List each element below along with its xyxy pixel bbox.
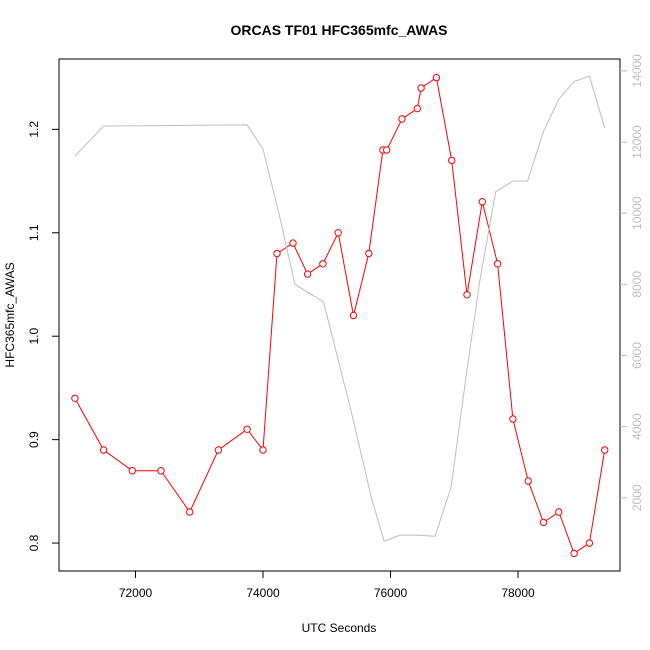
- x-tick-label: 72000: [119, 586, 153, 600]
- data-point: [383, 146, 391, 154]
- axes: 72000 74000 76000 78000 0.8 0.9 1.0 1.1 1.2 2000 4…: [27, 54, 644, 600]
- series-line-secondary: [74, 75, 606, 542]
- data-point: [585, 539, 594, 547]
- y2-tick-label: 12000: [630, 125, 644, 159]
- y2-tick-label: 2000: [630, 484, 644, 511]
- y2-tick-label: 10000: [630, 196, 644, 230]
- data-point: [99, 446, 108, 454]
- data-point: [524, 477, 532, 485]
- data-point: [539, 518, 548, 527]
- x-tick-label: 76000: [374, 586, 408, 600]
- y-tick-label: 1.2: [27, 121, 41, 138]
- data-point: [186, 508, 194, 516]
- y-tick-label: 1.1: [27, 224, 41, 241]
- x-tick-label: 74000: [246, 586, 280, 600]
- data-point: [365, 249, 373, 258]
- data-point: [448, 156, 456, 165]
- data-point: [601, 446, 609, 454]
- data-point: [259, 446, 267, 454]
- data-point: [273, 249, 281, 258]
- data-point: [398, 115, 406, 123]
- y2-tick-label: 6000: [630, 342, 644, 369]
- chart-title: ORCAS TF01 HFC365mfc_AWAS: [230, 22, 447, 38]
- data-point: [157, 467, 165, 475]
- data-point: [509, 415, 517, 423]
- data-point: [128, 467, 137, 475]
- data-point: [555, 508, 563, 516]
- y-tick-label: 0.8: [27, 534, 41, 551]
- data-point: [71, 394, 79, 402]
- y-axis-label: HFC365mfc_AWAS: [3, 262, 17, 367]
- data-point: [417, 84, 425, 92]
- data-point: [432, 73, 441, 82]
- data-point: [463, 291, 471, 299]
- data-point: [349, 311, 358, 320]
- data-point: [214, 446, 223, 454]
- x-axis-label: UTC Seconds: [302, 621, 377, 635]
- x-tick-label: 78000: [501, 586, 535, 600]
- y-tick-label: 1.0: [27, 328, 41, 345]
- data-point: [243, 425, 251, 433]
- data-point: [289, 239, 297, 247]
- data-point: [413, 104, 421, 113]
- data-point: [334, 229, 342, 237]
- data-point: [319, 260, 327, 268]
- data-point: [303, 270, 312, 278]
- data-point: [478, 198, 486, 206]
- y2-tick-label: 4000: [630, 413, 644, 440]
- y2-tick-label: 8000: [630, 271, 644, 298]
- y-tick-label: 0.9: [27, 431, 41, 448]
- data-point: [493, 260, 502, 268]
- series-layer: [71, 73, 609, 558]
- plot-frame: [58, 58, 621, 572]
- y2-tick-label: 14000: [630, 54, 644, 88]
- data-point: [570, 549, 578, 558]
